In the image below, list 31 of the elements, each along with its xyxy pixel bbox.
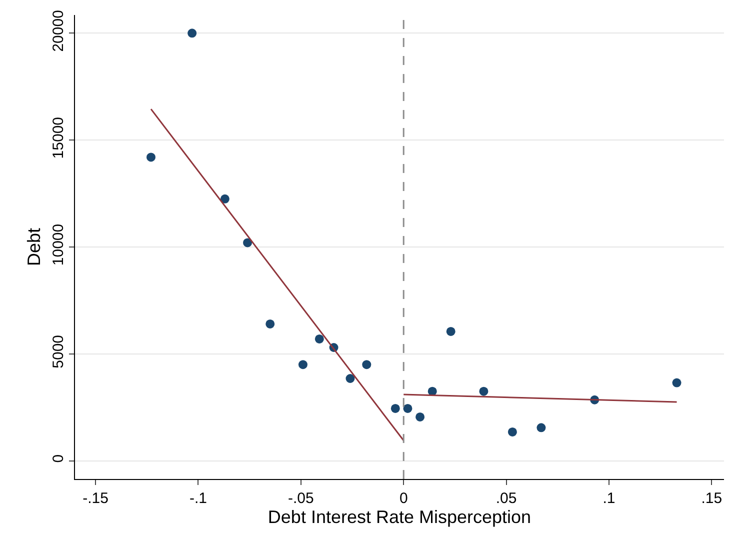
- point: [220, 194, 230, 204]
- point: [508, 427, 517, 436]
- point: [536, 423, 546, 432]
- x-tick-label: -.15: [82, 490, 108, 507]
- x-axis-title: Debt Interest Rate Misperception: [268, 507, 532, 528]
- point: [243, 238, 252, 248]
- point: [390, 404, 400, 413]
- point: [314, 334, 324, 344]
- point: [188, 28, 197, 38]
- point: [362, 360, 372, 370]
- x-tick-label: .15: [701, 490, 722, 507]
- x-tick-label: -.05: [288, 490, 314, 507]
- point: [346, 374, 355, 383]
- x-tick-label: 0: [399, 490, 408, 507]
- y-axis-title: Debt: [24, 228, 44, 266]
- x-tick-label: .1: [602, 490, 616, 507]
- point: [479, 386, 488, 396]
- x-tick-label: -.1: [189, 490, 207, 507]
- point: [416, 412, 425, 422]
- y-tick-label: 15000: [50, 116, 67, 159]
- point: [298, 360, 308, 370]
- point: [446, 326, 456, 336]
- y-tick-label: 5000: [50, 334, 67, 368]
- point: [403, 404, 412, 413]
- point: [266, 319, 275, 328]
- point: [146, 152, 156, 162]
- y-tick-label: 0: [50, 454, 67, 463]
- y-tick-label: 20000: [50, 10, 67, 52]
- point: [672, 378, 682, 388]
- y-tick-label: 10000: [50, 224, 67, 266]
- x-tick-label: .05: [496, 490, 517, 507]
